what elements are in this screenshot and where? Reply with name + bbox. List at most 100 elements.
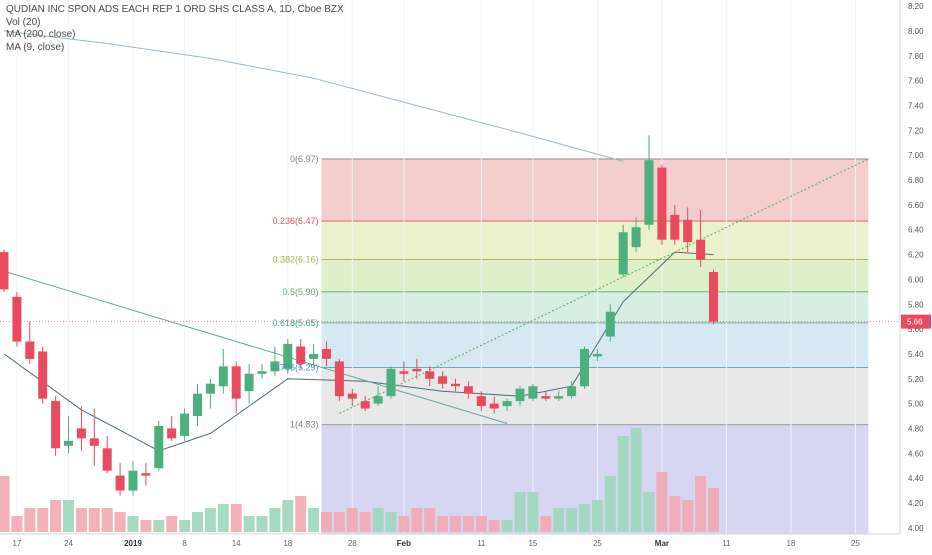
price-tick-label: 5.20: [908, 375, 924, 384]
volume-bar: [88, 508, 100, 532]
candle-body: [25, 341, 35, 359]
time-tick-label: 28: [348, 539, 357, 548]
gridlines: [16, 0, 856, 534]
volume-bar: [437, 516, 449, 532]
price-tick-label: 4.00: [908, 524, 924, 533]
time-tick-label: 2019: [124, 539, 142, 548]
ma9-line: [3, 251, 714, 452]
time-tick-label: 8: [182, 539, 187, 548]
time-tick-label: 14: [232, 539, 241, 548]
volume-bar: [243, 516, 255, 532]
volume-bar: [179, 520, 191, 532]
time-tick-label: 18: [786, 539, 795, 548]
price-tick-label: 6.00: [908, 275, 924, 284]
candles: [0, 135, 718, 496]
time-tick-label: 25: [593, 539, 602, 548]
candle-body: [476, 396, 486, 407]
volume-bar: [514, 492, 526, 532]
time-tick-label: 18: [283, 539, 292, 548]
volume-bar: [553, 508, 565, 532]
candle-body: [218, 366, 228, 387]
volume-bar: [308, 508, 320, 532]
price-tick-label: 7.60: [908, 77, 924, 86]
volume-bar: [398, 516, 410, 532]
indicator-ma200[interactable]: MA (200, close): [6, 29, 76, 40]
volume-bar: [256, 516, 268, 532]
volume-bar: [37, 508, 49, 532]
volume-bar: [488, 520, 500, 532]
indicator-lines: [0, 30, 900, 452]
price-tick-label: 5.00: [908, 400, 924, 409]
candle-body: [270, 361, 280, 372]
fibonacci-labels: 0(6.97) 0.236(6.47) 0.382(6.16) 0.5(5.90) 0.…: [272, 154, 318, 430]
volume-bar: [411, 508, 423, 532]
volume-bar: [462, 516, 474, 532]
price-tick-label: 8.00: [908, 27, 924, 36]
fib-band: [321, 367, 869, 425]
candle-body: [709, 271, 718, 322]
volume-bar: [346, 508, 358, 532]
price-tick-label: 5.80: [908, 300, 924, 309]
candle-body: [618, 232, 628, 275]
volume-bar: [540, 516, 552, 532]
volume-bar: [192, 512, 203, 532]
volume-bar: [617, 436, 629, 532]
fib-level-label: 0(6.97): [290, 154, 319, 164]
volume-bar: [669, 496, 681, 532]
fibonacci-bands: [321, 158, 869, 534]
volume-bar: [114, 512, 126, 532]
candle-body: [528, 386, 538, 399]
candle-body: [360, 401, 370, 409]
price-tick-label: 5.40: [908, 350, 924, 359]
candle-body: [541, 396, 551, 399]
volume-bar: [475, 516, 487, 532]
candle-body: [309, 353, 319, 359]
time-axis: 17 24 2019 8 14 18 28 Feb 11 15 25 Mar 11 18 25: [0, 533, 932, 550]
price-tick-label: 5.60: [908, 325, 924, 334]
volume-bar: [11, 516, 23, 532]
fib-band: [321, 291, 869, 323]
volume-bar: [708, 488, 719, 532]
candle-body: [38, 351, 48, 399]
volume-bar: [295, 496, 307, 532]
candle-body: [425, 371, 435, 379]
candle-body: [515, 388, 525, 402]
candle-body: [334, 361, 344, 397]
volume-bar: [217, 504, 229, 532]
price-axis: 4.00 4.20 4.40 4.60 4.80 5.00 5.20 5.40 5.60 5.80…: [899, 0, 932, 550]
volume-bar: [682, 500, 694, 532]
price-tick-label: 6.40: [908, 226, 924, 235]
indicator-ma9[interactable]: MA (9, close): [6, 41, 65, 53]
candle-body: [115, 475, 125, 491]
volume-bar: [566, 508, 578, 532]
volume-bar: [372, 508, 384, 532]
volume-bar: [204, 508, 216, 532]
time-tick-label: 17: [12, 539, 21, 548]
volume-bar: [321, 512, 332, 532]
candle-body: [231, 366, 241, 399]
time-tick-label: 15: [528, 539, 537, 548]
candle-body: [631, 227, 641, 248]
chart-legend: QUDIAN INC SPON ADS EACH REP 1 ORD SHS C…: [6, 4, 344, 54]
candle-body: [244, 373, 254, 392]
fib-band: [321, 221, 869, 260]
price-axis-bg: [900, 0, 932, 550]
indicator-volume[interactable]: Vol (20): [6, 16, 41, 28]
price-tick-label: 6.80: [908, 176, 924, 185]
volume-bar: [591, 500, 603, 532]
candle-body: [373, 396, 383, 404]
volume-bar: [140, 520, 152, 532]
candle-body: [463, 386, 473, 394]
chart-title: QUDIAN INC SPON ADS EACH REP 1 ORD SHS C…: [6, 4, 344, 15]
volume-bar: [50, 500, 62, 532]
volume-bar: [75, 508, 87, 532]
volume-bar: [501, 520, 513, 532]
volume-bar: [385, 512, 397, 532]
candle-body: [580, 348, 589, 387]
candle-body: [657, 167, 667, 240]
candle-body: [347, 393, 357, 399]
price-tick-label: 7.20: [908, 126, 924, 135]
fib-band: [321, 322, 869, 368]
